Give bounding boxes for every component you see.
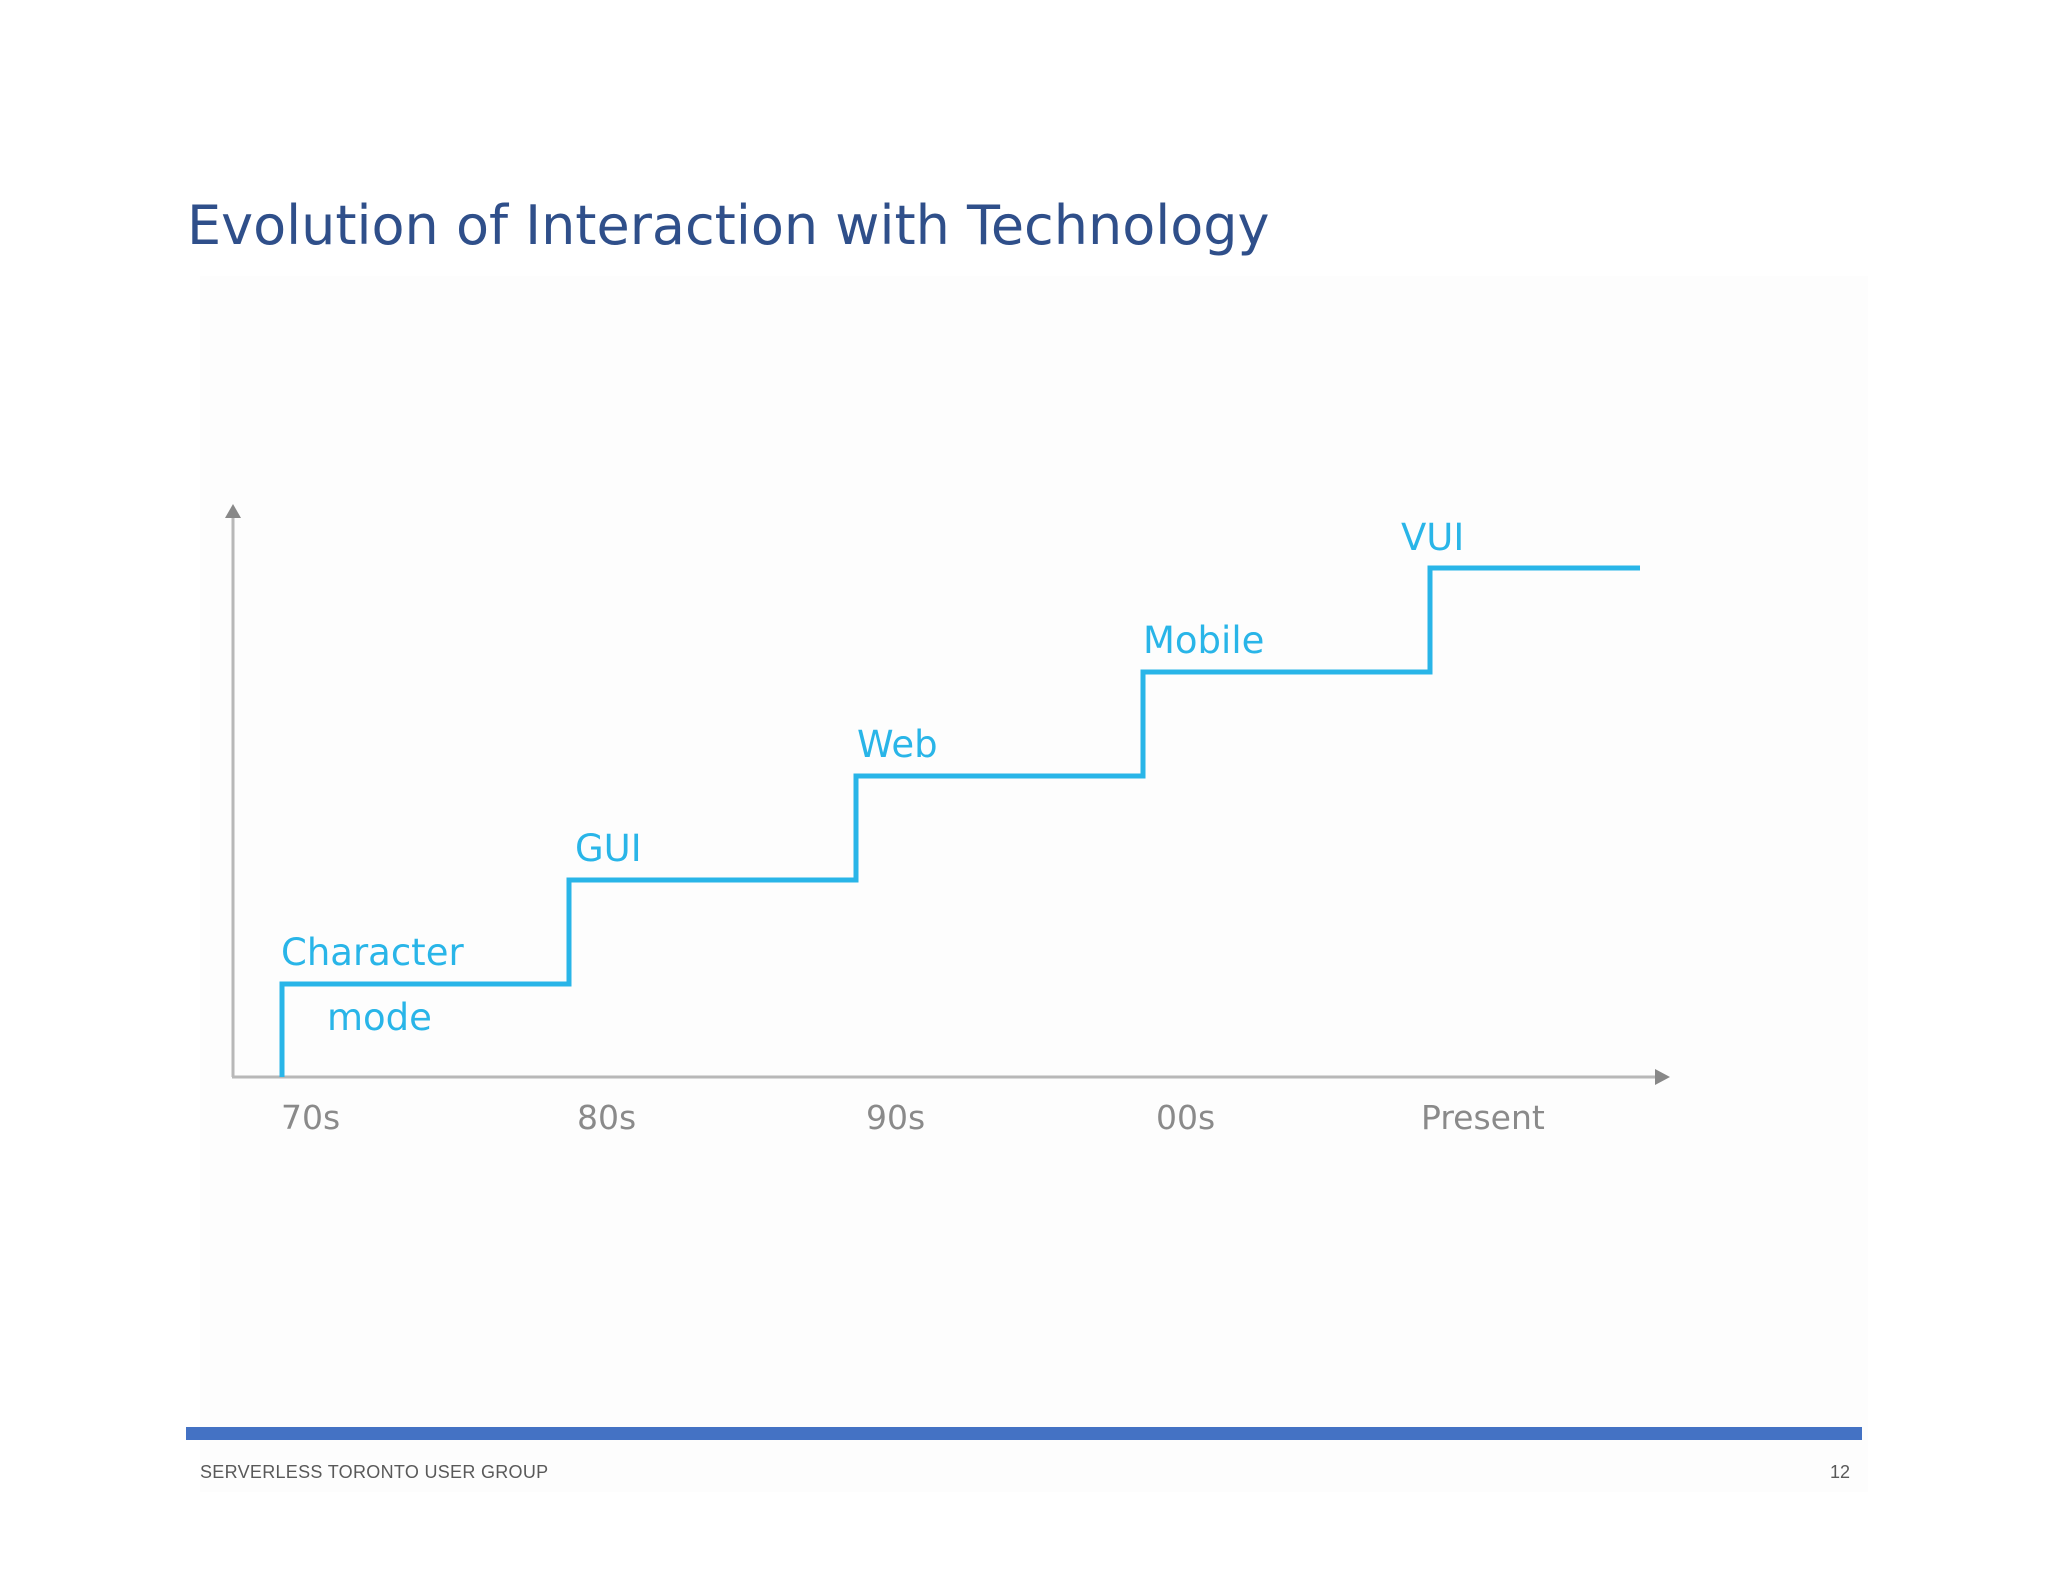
step-label-gui: GUI — [575, 827, 642, 870]
era-label-present: Present — [1421, 1098, 1545, 1137]
staircase-line — [279, 565, 1640, 1077]
slide-title: Evolution of Interaction with Technology — [187, 194, 1270, 257]
footer-text: SERVERLESS TORONTO USER GROUP — [200, 1462, 549, 1482]
page-number: 12 — [1829, 1462, 1850, 1482]
step-label-character-mode-line2: mode — [327, 996, 432, 1039]
era-label-90s: 90s — [866, 1098, 925, 1137]
step-label-character-mode: Character — [281, 931, 464, 974]
y-axis-arrow-icon — [225, 504, 241, 518]
x-axis-arrow-icon — [1655, 1069, 1670, 1085]
footer-bar — [186, 1427, 1862, 1440]
step-label-mobile: Mobile — [1143, 619, 1264, 662]
step-label-vui: VUI — [1401, 516, 1464, 559]
era-label-70s: 70s — [281, 1098, 340, 1137]
diagram-panel — [200, 276, 1868, 1492]
era-label-00s: 00s — [1156, 1098, 1215, 1137]
era-label-80s: 80s — [577, 1098, 636, 1137]
step-label-web: Web — [857, 723, 938, 766]
